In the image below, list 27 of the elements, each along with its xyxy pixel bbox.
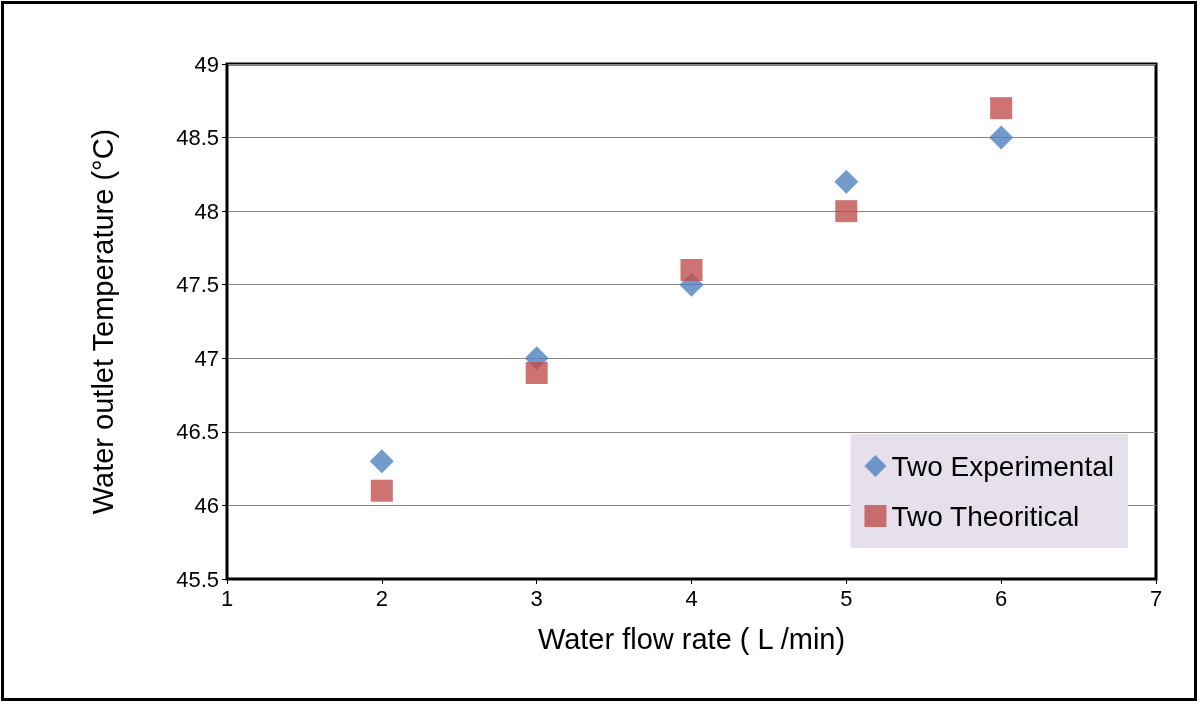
y-tick-label: 46.5 bbox=[176, 419, 219, 445]
x-tick-label: 5 bbox=[840, 585, 853, 611]
y-tick-label: 45.5 bbox=[176, 566, 219, 592]
x-tick-label: 1 bbox=[220, 585, 234, 611]
point bbox=[835, 200, 858, 223]
x-tick-label: 3 bbox=[530, 585, 543, 611]
point bbox=[990, 97, 1013, 120]
y-tick-label: 48.5 bbox=[176, 125, 219, 151]
y-tick-label: 46 bbox=[194, 492, 219, 518]
point bbox=[989, 125, 1014, 150]
point bbox=[680, 259, 703, 281]
point bbox=[834, 169, 859, 194]
y-tick-label: 47.5 bbox=[176, 272, 219, 298]
x-axis-title: Water flow rate ( L /min) bbox=[537, 622, 846, 655]
y-tick-label: 49 bbox=[194, 51, 219, 77]
x-tick-label: 6 bbox=[995, 585, 1008, 611]
x-tick-label: 7 bbox=[1149, 585, 1163, 611]
point bbox=[525, 362, 548, 384]
legend-label: Two Experimental bbox=[891, 450, 1115, 482]
x-tick-label: 4 bbox=[685, 585, 698, 611]
x-tick-label: 2 bbox=[375, 585, 388, 611]
point bbox=[369, 449, 394, 474]
y-tick-label: 47 bbox=[194, 345, 219, 371]
point bbox=[370, 479, 393, 502]
y-tick-label: 48 bbox=[194, 198, 219, 224]
legend-label: Two Theoritical bbox=[891, 500, 1080, 532]
y-axis-title: Water outlet Temperature (°C) bbox=[86, 128, 119, 515]
